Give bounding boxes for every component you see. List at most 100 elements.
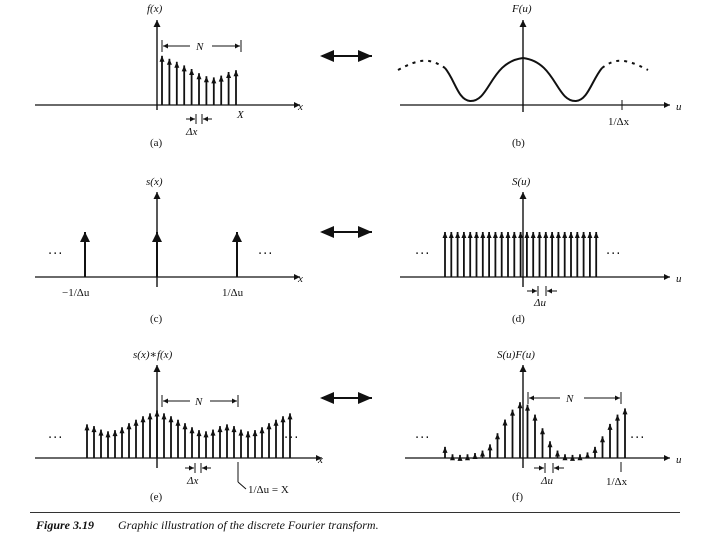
panel-tag: (f) [512,491,523,503]
sample-stem-head [238,429,244,436]
sample-stem-head [224,424,230,431]
n-label: N [195,41,204,53]
sample-stem-head [510,409,515,416]
dx-label: Δx [185,126,197,138]
sample-stem-head [126,423,132,430]
tick-label-left: −1/Δu [62,287,90,299]
func-label: f(x) [147,3,163,15]
sample-stem-head [217,426,223,433]
spectrum-curve-left-dashed [397,59,446,71]
panel-tag: (b) [512,137,525,149]
n-label: N [194,396,203,408]
sample-stem-head [211,77,217,84]
sample-stem-head [532,414,538,421]
panel-b: F(u) u 1/Δx (b) [397,3,682,149]
sample-stem-head [574,232,580,238]
panel-tag: (c) [150,313,163,325]
sample-stem-head [84,424,90,431]
func-label: F(u) [511,3,532,15]
spectrum-sample-stems [442,402,628,461]
dx-label: Δx [186,475,198,487]
sample-stem-head [505,232,511,238]
func-label: S(u)F(u) [497,349,535,361]
ellipsis-right: ··· [630,431,645,446]
sample-stem-head [543,232,549,238]
sample-stem-head [442,232,448,238]
sample-stem-head [168,416,174,423]
sample-stem-head [499,232,505,238]
sample-stem-head [577,454,583,461]
sample-stem-head [159,55,165,62]
ellipsis-left: ··· [48,247,63,262]
panel-tag: (a) [150,137,163,149]
panel-tag: (e) [150,491,163,503]
sample-stem-head [592,446,598,453]
sample-stem-head [540,428,545,435]
ellipsis-right: ··· [284,431,299,446]
sample-stem-head [226,72,232,78]
sample-stem-head [555,232,561,238]
sample-stem-head [203,76,209,83]
sample-stem-head [196,73,202,80]
sample-stem-head [442,446,448,453]
ellipsis-right: ··· [258,247,273,262]
du-label: Δu [540,475,553,487]
sample-stem-head [467,232,473,238]
sample-stem-head [581,232,587,238]
spectrum-curve-right-dashed [601,59,649,71]
sample-stem-head [537,232,542,238]
sample-stem-head [98,429,104,436]
panel-a: f(x) x N X Δx (a) [35,3,303,149]
sample-stem-head [218,75,224,82]
func-label: s(x) [146,176,163,188]
sample-stem-head [181,65,187,72]
sample-stem-head [119,427,125,434]
sample-stem-head [474,232,479,238]
panel-e: s(x)∗f(x) x ··· ··· N Δx 1/Δu = X (e) [35,349,323,503]
n-label: N [565,393,574,405]
sample-stem-head [147,413,153,420]
sample-stem-head [486,232,492,238]
sample-stem-head [448,232,454,238]
sample-stem-head [133,419,139,426]
sample-stem-head [461,232,467,238]
period-mark-label: 1/Δu = X [248,484,289,496]
panel-tag: (d) [512,313,525,325]
sample-stem-head [196,430,202,437]
panel-d: S(u) u ··· ··· Δu (d) [400,176,682,325]
sample-stem-head [112,430,118,437]
tick-label-right: 1/Δu [222,287,244,299]
period-mark-leader [237,481,247,490]
axis-label: x [297,101,303,113]
sample-stem-head [182,423,188,430]
panel-f: S(u)F(u) u ··· ··· N Δu 1/Δx (f) [405,349,682,503]
figure-caption: Figure 3.19 Graphic illustration of the d… [36,518,676,533]
func-label: s(x)∗f(x) [133,349,173,361]
ellipsis-left: ··· [415,431,430,446]
sample-stem-head [161,413,167,420]
sample-stem-head [174,61,180,68]
sample-stem-head [587,232,593,238]
caption-rule [30,512,680,513]
sample-stem-head [492,232,498,238]
sample-stem-head [457,454,463,461]
sample-stem-head [189,69,195,75]
sample-stem-head [517,402,523,409]
sample-stem-head [280,416,286,423]
sample-stem-head [189,427,195,434]
sample-stem-head [607,423,613,430]
sample-stem-head [547,441,553,448]
sample-stem-head [450,454,455,461]
sample-stem-head [480,450,485,457]
sample-stem-head [210,429,216,436]
impulse-train [442,232,599,277]
sample-stems [159,55,239,105]
tick-label: 1/Δx [606,476,628,488]
sample-stem-head [562,454,568,461]
sample-stem-head [487,444,493,451]
sample-stem-head [525,404,530,411]
axis-label: x [317,454,323,466]
sample-stem-head [455,232,461,238]
sample-stem-head [273,419,279,426]
sample-stem-head [166,58,172,65]
